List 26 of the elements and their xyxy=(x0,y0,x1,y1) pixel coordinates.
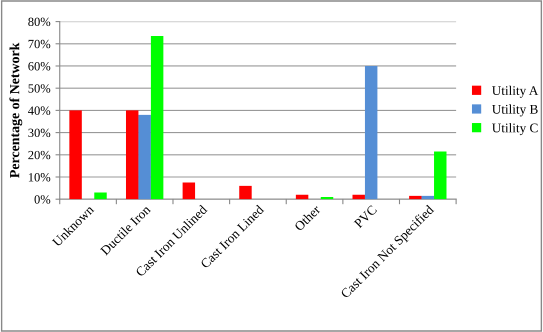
y-tick-label: 40% xyxy=(28,106,50,115)
bar xyxy=(94,192,107,200)
bar xyxy=(138,114,151,200)
legend-label: Utility C xyxy=(492,123,538,136)
bar xyxy=(296,194,308,200)
legend-label: Utility A xyxy=(492,86,538,98)
bar xyxy=(434,151,446,200)
y-tick-label: 30% xyxy=(28,128,50,138)
bar xyxy=(352,194,365,200)
bar xyxy=(126,110,138,200)
bar xyxy=(69,110,82,200)
y-tick-label: 70% xyxy=(28,40,50,48)
bar xyxy=(182,182,196,200)
bar xyxy=(239,186,252,200)
bar xyxy=(364,66,378,200)
bar xyxy=(409,196,422,200)
y-tick-label: 0% xyxy=(34,195,50,204)
y-tick-label: 10% xyxy=(28,173,50,182)
y-tick-label: 80% xyxy=(28,18,50,26)
bar xyxy=(422,196,434,200)
y-tick-label: 60% xyxy=(28,62,50,70)
y-tick-label: 50% xyxy=(28,84,50,93)
legend-label: Utility B xyxy=(492,104,538,116)
bar xyxy=(150,36,164,200)
y-axis-title: Percentage of Network xyxy=(9,42,22,178)
y-tick-label: 20% xyxy=(28,150,50,160)
